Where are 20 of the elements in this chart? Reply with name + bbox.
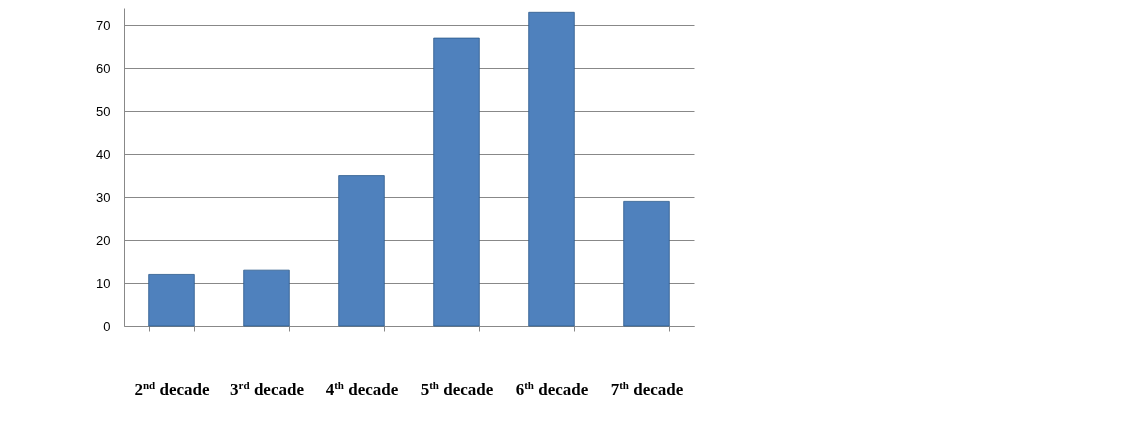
bar <box>338 175 385 327</box>
bar <box>528 11 575 327</box>
y-tick-label: 30 <box>96 189 111 205</box>
x-tick-label: 7$^{th}$ decade <box>610 378 684 399</box>
bar <box>433 37 480 327</box>
x-tick-label: 5$^{th}$ decade <box>420 378 494 399</box>
y-tick-label: 70 <box>96 17 111 33</box>
x-tick-label: 2$^{nd}$ decade <box>134 378 210 399</box>
x-tick-label: 3$^{rd}$ decade <box>230 378 305 399</box>
y-tick-label: 0 <box>103 318 111 334</box>
y-tick-label: 50 <box>96 103 111 119</box>
y-tick-label: 60 <box>96 60 111 76</box>
x-tick-label: 6$^{th}$ decade <box>515 378 589 399</box>
bar <box>243 269 290 327</box>
bar <box>148 274 195 327</box>
x-tick-label: 4$^{th}$ decade <box>325 378 399 399</box>
y-tick-label: 10 <box>96 275 111 291</box>
y-tick-label: 40 <box>96 146 111 162</box>
bar <box>623 200 670 327</box>
y-tick-label: 20 <box>96 232 111 248</box>
